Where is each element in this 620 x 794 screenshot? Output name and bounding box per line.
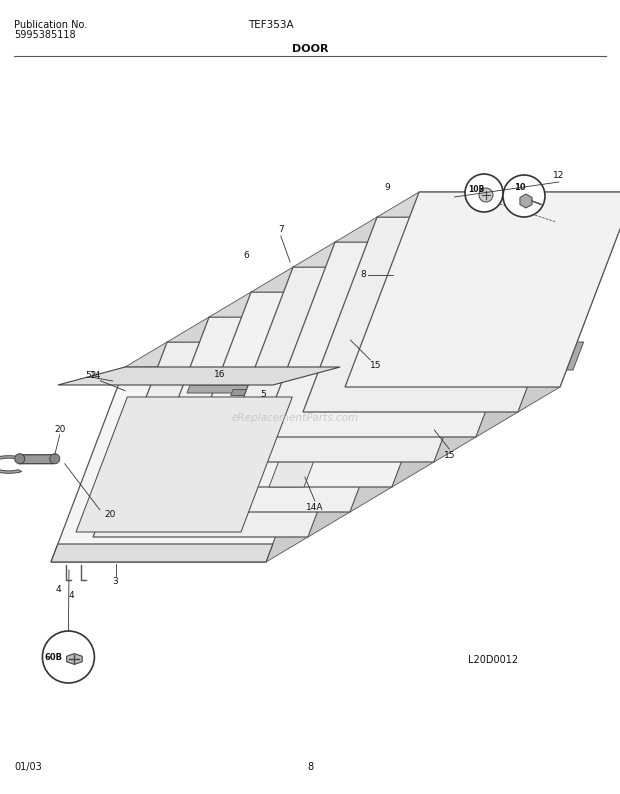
Polygon shape: [135, 317, 424, 512]
Text: 14A: 14A: [306, 503, 324, 511]
Polygon shape: [187, 385, 385, 393]
Polygon shape: [345, 192, 620, 387]
Text: 12: 12: [553, 172, 565, 180]
Text: 8: 8: [307, 762, 313, 772]
Polygon shape: [273, 364, 383, 371]
Polygon shape: [434, 242, 550, 462]
Polygon shape: [145, 410, 343, 418]
Text: 9: 9: [384, 183, 390, 191]
Polygon shape: [66, 653, 82, 665]
Polygon shape: [335, 217, 592, 242]
Polygon shape: [555, 232, 583, 260]
Polygon shape: [93, 342, 382, 537]
Polygon shape: [125, 342, 382, 367]
Text: Publication No.: Publication No.: [14, 20, 87, 30]
Polygon shape: [0, 456, 22, 473]
Text: TEF353A: TEF353A: [248, 20, 294, 30]
Circle shape: [465, 174, 503, 212]
Text: 01/03: 01/03: [14, 762, 42, 772]
Text: eReplacementParts.com: eReplacementParts.com: [231, 413, 358, 423]
Polygon shape: [219, 267, 508, 462]
Text: 4: 4: [55, 585, 61, 595]
Text: 5995385118: 5995385118: [14, 30, 76, 40]
Polygon shape: [209, 292, 466, 317]
Polygon shape: [303, 217, 592, 412]
Polygon shape: [251, 267, 508, 292]
Polygon shape: [76, 397, 292, 532]
Polygon shape: [518, 192, 620, 412]
Polygon shape: [308, 317, 424, 537]
Text: 3: 3: [113, 577, 118, 587]
Text: 14: 14: [89, 372, 101, 380]
Polygon shape: [476, 217, 592, 437]
Text: DOOR: DOOR: [292, 44, 328, 54]
Polygon shape: [51, 367, 340, 562]
Circle shape: [479, 188, 493, 202]
Polygon shape: [555, 342, 583, 370]
Polygon shape: [269, 292, 378, 487]
Polygon shape: [350, 292, 466, 512]
Polygon shape: [231, 390, 340, 395]
Circle shape: [15, 453, 25, 464]
Polygon shape: [293, 242, 550, 267]
Text: 60B: 60B: [45, 653, 63, 662]
Polygon shape: [58, 367, 340, 385]
Text: 10B: 10B: [468, 184, 484, 194]
Text: L20D0012: L20D0012: [468, 655, 518, 665]
Circle shape: [50, 453, 60, 464]
Text: 20: 20: [104, 511, 115, 519]
Text: 52: 52: [85, 372, 97, 380]
Polygon shape: [392, 267, 508, 487]
Polygon shape: [19, 455, 57, 464]
Polygon shape: [377, 192, 620, 217]
Text: 15: 15: [443, 450, 455, 460]
Polygon shape: [51, 544, 273, 562]
Text: 16: 16: [214, 370, 226, 380]
Text: 5: 5: [260, 390, 267, 399]
Text: 20: 20: [54, 426, 66, 434]
Circle shape: [503, 175, 545, 217]
Text: 6: 6: [244, 250, 249, 260]
Polygon shape: [425, 267, 472, 287]
Circle shape: [42, 631, 94, 683]
Text: 15: 15: [370, 360, 381, 369]
Polygon shape: [167, 317, 424, 342]
Polygon shape: [177, 292, 466, 487]
Text: 8: 8: [360, 270, 366, 279]
Text: 4: 4: [68, 591, 74, 599]
Text: 7: 7: [278, 225, 284, 234]
Text: 10: 10: [514, 183, 526, 192]
Polygon shape: [520, 194, 532, 208]
Polygon shape: [261, 242, 550, 437]
Polygon shape: [266, 342, 382, 562]
